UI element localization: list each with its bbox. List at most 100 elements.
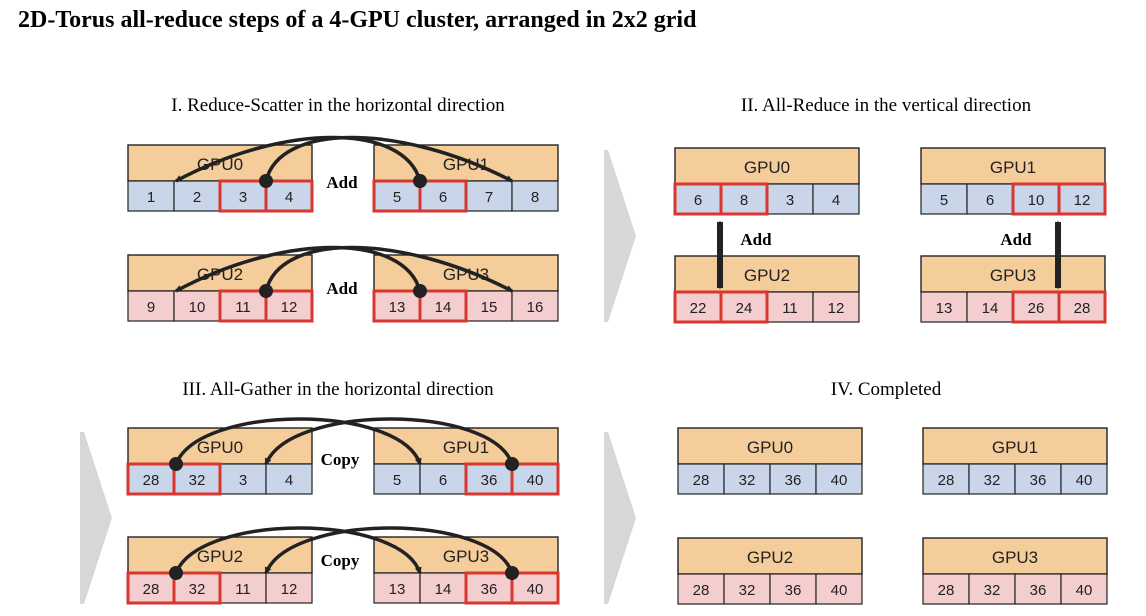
gpu-label: GPU2 bbox=[747, 548, 793, 567]
gpu-label: GPU1 bbox=[992, 438, 1038, 457]
chunk-value: 32 bbox=[189, 581, 206, 598]
chevron-step-2-3 bbox=[80, 432, 112, 604]
chunk-value: 28 bbox=[1074, 300, 1091, 317]
chunk-value: 10 bbox=[1028, 192, 1045, 209]
gpu-label: GPU1 bbox=[443, 438, 489, 457]
chunk-value: 6 bbox=[439, 189, 447, 206]
arc-scatter-left-0 bbox=[174, 135, 422, 183]
gpu-box-completed-gpu1: GPU1 28 32 36 40 bbox=[922, 427, 1108, 495]
chunk-cell bbox=[127, 180, 175, 212]
copy-label-top: Copy bbox=[321, 450, 360, 469]
gpu-box-reduce-scatter-gpu0: GPU0 1 2 3 4 bbox=[127, 144, 314, 213]
chunk-value: 32 bbox=[984, 582, 1001, 599]
chunk-cell bbox=[265, 463, 313, 495]
gpu-box-all-reduce-gpu0: GPU0 6 8 3 4 bbox=[673, 147, 860, 216]
chunk-value: 3 bbox=[786, 192, 794, 209]
gpu-box-reduce-scatter-gpu1: GPU1 5 6 7 8 bbox=[372, 144, 559, 213]
chunk-cell bbox=[677, 463, 725, 495]
add-label-left: Add bbox=[740, 230, 772, 249]
chunk-cell bbox=[677, 573, 725, 605]
gpu-box-completed-gpu3: GPU3 28 32 36 40 bbox=[922, 537, 1108, 605]
chunk-value: 40 bbox=[831, 582, 848, 599]
chunk-value: 4 bbox=[832, 192, 840, 209]
arc-scatter-left-1 bbox=[174, 245, 422, 293]
chunk-value: 36 bbox=[785, 582, 802, 599]
chunk-cell bbox=[173, 180, 221, 212]
chunk-cell bbox=[815, 573, 863, 605]
add-label-bottom: Add bbox=[326, 279, 358, 298]
gpu-box-completed-gpu0: GPU0 28 32 36 40 bbox=[677, 427, 863, 495]
gpu-box-all-reduce-gpu2: GPU2 22 24 11 12 bbox=[673, 255, 860, 324]
chunk-value: 14 bbox=[982, 300, 999, 317]
chunk-value: 11 bbox=[235, 299, 251, 316]
chunk-value: 24 bbox=[736, 300, 753, 317]
chunk-cell bbox=[419, 463, 467, 495]
source-dot bbox=[169, 457, 183, 471]
source-dot bbox=[169, 566, 183, 580]
chunk-cell bbox=[812, 291, 860, 323]
chunk-value: 11 bbox=[235, 581, 251, 598]
gpu-box-all-reduce-gpu3: GPU3 13 14 26 28 bbox=[920, 255, 1107, 324]
chunk-cell bbox=[265, 290, 313, 322]
chunk-value: 3 bbox=[239, 189, 247, 206]
chunk-cell bbox=[1014, 463, 1062, 495]
copy-label-bottom: Copy bbox=[321, 551, 360, 570]
source-dot bbox=[413, 174, 427, 188]
gpu-label: GPU2 bbox=[197, 265, 243, 284]
source-dot bbox=[505, 566, 519, 580]
gpu-box-all-gather-gpu3: GPU3 13 14 36 40 bbox=[373, 536, 560, 605]
chunk-cell bbox=[766, 291, 814, 323]
chunk-value: 40 bbox=[527, 472, 544, 489]
chunk-value: 5 bbox=[393, 472, 401, 489]
chunk-value: 15 bbox=[481, 299, 498, 316]
chunk-cell bbox=[920, 291, 968, 323]
chunk-value: 28 bbox=[693, 582, 710, 599]
chunk-cell bbox=[373, 463, 421, 495]
gpu-label: GPU3 bbox=[443, 547, 489, 566]
gpu-label: GPU0 bbox=[197, 438, 243, 457]
chunk-cell bbox=[1060, 463, 1108, 495]
chunk-cell bbox=[219, 180, 267, 212]
chunk-value: 16 bbox=[527, 299, 544, 316]
chunk-value: 12 bbox=[281, 581, 298, 598]
chunk-value: 12 bbox=[281, 299, 298, 316]
arc-gather-left-1 bbox=[264, 526, 514, 575]
source-dot bbox=[259, 284, 273, 298]
chunk-value: 32 bbox=[189, 472, 206, 489]
chunk-value: 5 bbox=[393, 189, 401, 206]
chevron-step-1-2 bbox=[604, 150, 636, 322]
chunk-value: 5 bbox=[940, 192, 948, 209]
gpu-box-all-gather-gpu2: GPU2 28 32 11 12 bbox=[126, 536, 313, 605]
chunk-cell bbox=[127, 463, 175, 495]
chunk-value: 3 bbox=[239, 472, 247, 489]
chunk-value: 12 bbox=[828, 300, 845, 317]
panel-title-all-gather: III. All-Gather in the horizontal direct… bbox=[182, 379, 494, 400]
chunk-value: 4 bbox=[285, 189, 293, 206]
chunk-value: 40 bbox=[527, 581, 544, 598]
chunk-value: 40 bbox=[1076, 472, 1093, 489]
chunk-value: 6 bbox=[986, 192, 994, 209]
gpu-label: GPU1 bbox=[443, 155, 489, 174]
chunk-cell bbox=[769, 573, 817, 605]
chunk-cell bbox=[920, 183, 968, 215]
chunk-cell bbox=[968, 573, 1016, 605]
chunk-value: 40 bbox=[831, 472, 848, 489]
gpu-label: GPU0 bbox=[744, 158, 790, 177]
chunk-value: 6 bbox=[694, 192, 702, 209]
gpu-label: GPU1 bbox=[990, 158, 1036, 177]
chunk-value: 32 bbox=[739, 582, 756, 599]
chunk-value: 2 bbox=[193, 189, 201, 206]
chunk-value: 8 bbox=[740, 192, 748, 209]
chunk-cell bbox=[812, 183, 860, 215]
chunk-value: 36 bbox=[481, 581, 498, 598]
chunk-value: 28 bbox=[143, 581, 160, 598]
gpu-box-all-gather-gpu0: GPU0 28 32 3 4 bbox=[126, 427, 313, 496]
gpu-label: GPU3 bbox=[992, 548, 1038, 567]
source-dot bbox=[505, 457, 519, 471]
chunk-cell bbox=[219, 463, 267, 495]
chevron-step-3-4 bbox=[604, 432, 636, 604]
chunk-value: 36 bbox=[1030, 472, 1047, 489]
chunk-value: 13 bbox=[389, 299, 406, 316]
chunk-cell bbox=[723, 463, 771, 495]
